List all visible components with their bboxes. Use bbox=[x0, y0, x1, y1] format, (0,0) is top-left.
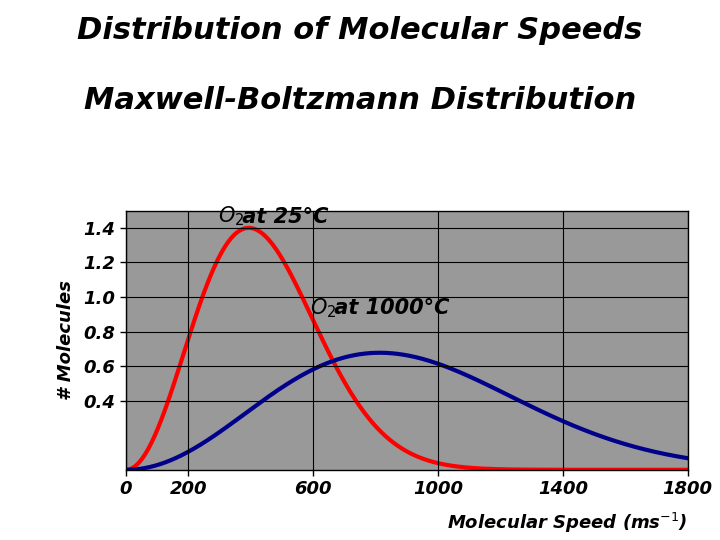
Text: Molecular Speed (ms$^{-1}$): Molecular Speed (ms$^{-1}$) bbox=[447, 510, 688, 535]
Text: $O_2$: $O_2$ bbox=[218, 205, 244, 228]
Text: Maxwell-Boltzmann Distribution: Maxwell-Boltzmann Distribution bbox=[84, 86, 636, 116]
Text: at 1000°C: at 1000°C bbox=[327, 298, 450, 318]
Y-axis label: # Molecules: # Molecules bbox=[58, 280, 76, 400]
Text: $O_2$: $O_2$ bbox=[310, 296, 336, 320]
Text: Distribution of Molecular Speeds: Distribution of Molecular Speeds bbox=[77, 16, 643, 45]
Text: at 25°C: at 25°C bbox=[235, 207, 329, 227]
